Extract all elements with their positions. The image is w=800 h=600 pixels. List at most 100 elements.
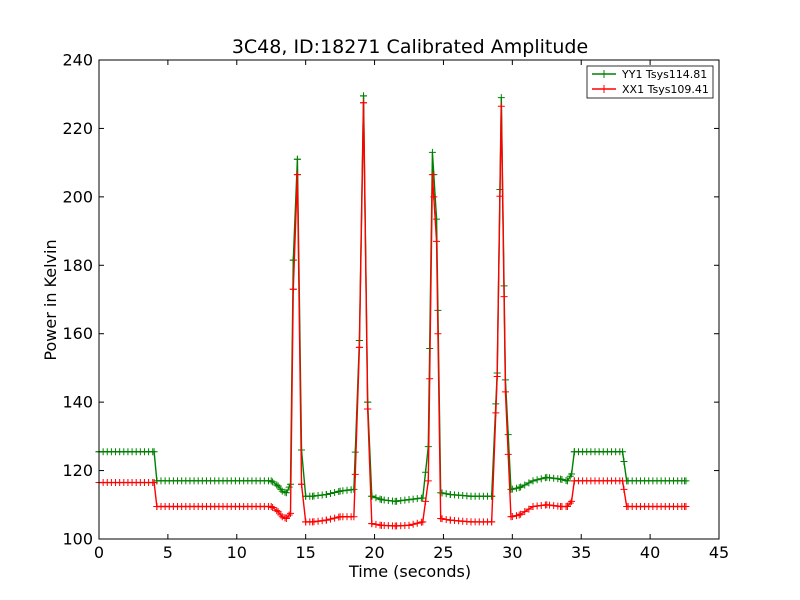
x-tick-label: 10 [227, 543, 247, 562]
data-point-marker [336, 487, 344, 495]
data-point-marker [497, 102, 505, 110]
data-point-marker [302, 518, 310, 526]
data-point-marker [278, 487, 286, 495]
data-point-marker [619, 448, 627, 456]
data-point-marker [533, 476, 541, 484]
data-point-marker [267, 477, 275, 485]
data-point-marker [364, 405, 372, 413]
data-point-marker [282, 489, 290, 497]
data-point-marker [430, 193, 438, 201]
data-point-marker [515, 484, 523, 492]
data-point-marker [424, 477, 432, 485]
data-point-marker [150, 479, 158, 487]
data-point-marker [496, 192, 504, 200]
y-tick-label: 220 [62, 119, 93, 138]
data-point-marker [517, 483, 525, 491]
data-point-marker [314, 492, 322, 500]
data-point-marker [521, 508, 529, 516]
y-tick-label: 180 [62, 256, 93, 275]
x-tick-label: 0 [94, 543, 104, 562]
data-point-marker [550, 502, 558, 510]
y-tick-label: 240 [62, 51, 93, 70]
data-point-marker [537, 475, 545, 483]
x-tick-label: 5 [163, 543, 173, 562]
data-point-marker [413, 495, 421, 503]
data-point-marker [537, 501, 545, 509]
data-point-marker [274, 508, 282, 516]
data-point-marker [368, 492, 376, 500]
x-axis-label: Time (seconds) [348, 562, 471, 581]
data-point-marker [681, 502, 689, 510]
data-point-marker [442, 515, 450, 523]
data-point-marker [529, 502, 537, 510]
data-point-marker [309, 492, 317, 500]
x-tick-label: 35 [571, 543, 591, 562]
y-tick-label: 100 [62, 530, 93, 549]
data-point-marker [331, 514, 339, 522]
data-point-marker [377, 496, 385, 504]
data-point-marker [504, 431, 512, 439]
data-point-marker [391, 497, 399, 505]
data-point-marker [153, 502, 161, 510]
data-point-marker [488, 492, 496, 500]
data-point-marker [488, 518, 496, 526]
data-point-marker [428, 148, 436, 156]
data-point-marker [525, 505, 533, 513]
legend-marker [600, 85, 608, 93]
data-point-marker [525, 479, 533, 487]
data-point-marker [360, 99, 368, 107]
y-tick-label: 140 [62, 393, 93, 412]
data-point-marker [467, 492, 475, 500]
data-point-marker [543, 473, 551, 481]
data-point-marker [504, 450, 512, 458]
data-point-marker [497, 94, 505, 102]
data-point-marker [401, 496, 409, 504]
data-point-marker [422, 497, 430, 505]
data-point-marker [433, 215, 441, 223]
chart-title: 3C48, ID:18271 Calibrated Amplitude [232, 36, 588, 58]
data-point-marker [331, 488, 339, 496]
data-point-marker [372, 494, 380, 502]
data-point-marker [391, 522, 399, 530]
data-point-marker [289, 256, 297, 264]
data-point-marker [343, 486, 351, 494]
data-point-marker [543, 501, 551, 509]
legend-item: YY1 Tsys114.81 [592, 68, 707, 81]
y-tick-label: 200 [62, 187, 93, 206]
data-point-marker [563, 502, 571, 510]
data-point-marker [409, 520, 417, 528]
data-point-marker [289, 285, 297, 293]
data-point-marker [428, 171, 436, 179]
data-point-marker [318, 491, 326, 499]
plot-frame [98, 59, 720, 540]
data-point-marker [493, 372, 501, 380]
data-point-marker [467, 518, 475, 526]
data-point-marker [623, 502, 631, 510]
data-point-marker [433, 237, 441, 245]
legend-label: XX1 Tsys109.41 [622, 83, 709, 96]
data-point-marker [355, 343, 363, 351]
plot-area: 0 5 10 15 20 25 30 35 40 45 100 120 140 160 180 200 220 2… [62, 51, 729, 563]
data-point-marker [570, 448, 578, 456]
legend-box [586, 65, 714, 99]
data-point-marker [446, 491, 454, 499]
data-point-marker [282, 514, 290, 522]
legend-item: XX1 Tsys109.41 [592, 83, 709, 96]
data-point-marker [267, 502, 275, 510]
data-point-marker [322, 516, 330, 524]
data-point-marker [446, 516, 454, 524]
data-point-marker [273, 481, 281, 489]
data-point-marker [397, 497, 405, 505]
data-point-marker [517, 510, 525, 518]
x-tick-label: 30 [502, 543, 522, 562]
data-point-marker [298, 480, 306, 488]
data-point-marker [557, 475, 565, 483]
data-point-marker [550, 474, 558, 482]
data-point-marker [326, 515, 334, 523]
data-point-marker [314, 517, 322, 525]
tick-layer: 0 5 10 15 20 25 30 35 40 45 100 120 140 160 180 200 220 2… [62, 51, 729, 563]
legend: YY1 Tsys114.81 XX1 Tsys109.41 [586, 65, 714, 99]
data-point-marker [533, 502, 541, 510]
data-point-marker [568, 470, 576, 478]
